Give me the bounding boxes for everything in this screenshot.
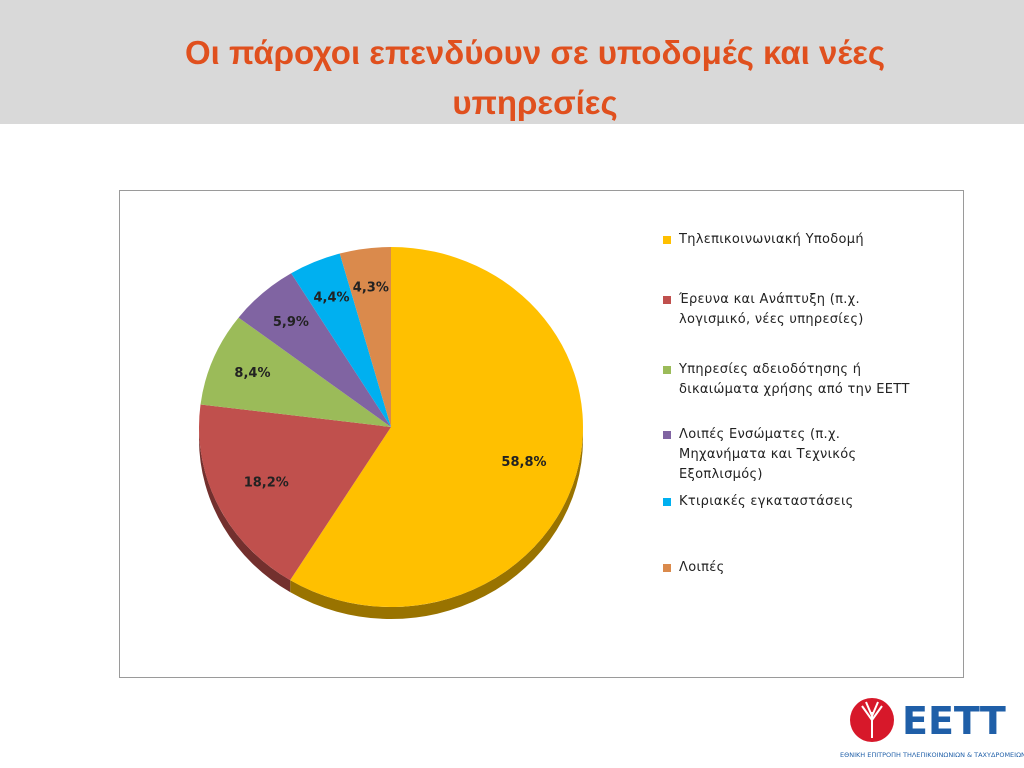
slice-side [290, 427, 583, 619]
pie-slice [238, 273, 391, 427]
legend-swatch [663, 564, 671, 572]
legend-item: Λοιπές [663, 558, 929, 578]
legend-item: Λοιπές Ενσώματες (π.χ. Μηχανήματα και Τε… [663, 425, 929, 485]
legend-swatch [663, 431, 671, 439]
legend-item: Έρευνα και Ανάπτυξη (π.χ. λογισμικό, νέε… [663, 290, 929, 330]
legend-item: Τηλεπικοινωνιακή Υποδομή [663, 230, 929, 250]
pie-slice [290, 247, 584, 607]
logo-subtitle: ΕΘΝΙΚΗ ΕΠΙΤΡΟΠΗ ΤΗΛΕΠΙΚΟΙΝΩΝΙΩΝ & ΤΑΧΥΔΡ… [840, 751, 1024, 759]
legend-label: Τηλεπικοινωνιακή Υποδομή [679, 232, 864, 247]
legend-label: Λοιπές [679, 560, 725, 575]
legend-swatch [663, 296, 671, 304]
legend-label: Έρευνα και Ανάπτυξη (π.χ. λογισμικό, νέε… [679, 292, 864, 327]
legend-label: Κτιριακές εγκαταστάσεις [679, 494, 854, 509]
data-label: 5,9% [273, 315, 309, 330]
legend-swatch [663, 236, 671, 244]
header-band [0, 0, 1024, 124]
pie-slice [291, 253, 391, 427]
legend-label: Λοιπές Ενσώματες (π.χ. Μηχανήματα και Τε… [679, 427, 857, 482]
data-label: 58,8% [501, 455, 546, 470]
slice-side [199, 427, 291, 593]
slide-title: Οι πάροχοι επενδύουν σε υποδομές και νέε… [184, 34, 886, 121]
pie-slice [199, 404, 391, 581]
logo-name: ΕΕΤΤ [902, 699, 1006, 743]
legend-item: Κτιριακές εγκαταστάσεις [663, 492, 929, 512]
data-label: 18,2% [244, 475, 289, 490]
logo-tree [861, 701, 883, 738]
pie-slice [200, 317, 391, 427]
legend-item: Υπηρεσίες αδειοδότησης ή δικαιώματα χρήσ… [663, 360, 929, 400]
legend-label: Υπηρεσίες αδειοδότησης ή δικαιώματα χρήσ… [679, 362, 910, 397]
pie-slice [339, 247, 391, 427]
data-label: 4,3% [353, 280, 389, 295]
legend-swatch [663, 498, 671, 506]
legend-swatch [663, 366, 671, 374]
chart-frame [119, 190, 964, 678]
data-label: 8,4% [234, 366, 270, 381]
data-label: 4,4% [313, 291, 349, 306]
